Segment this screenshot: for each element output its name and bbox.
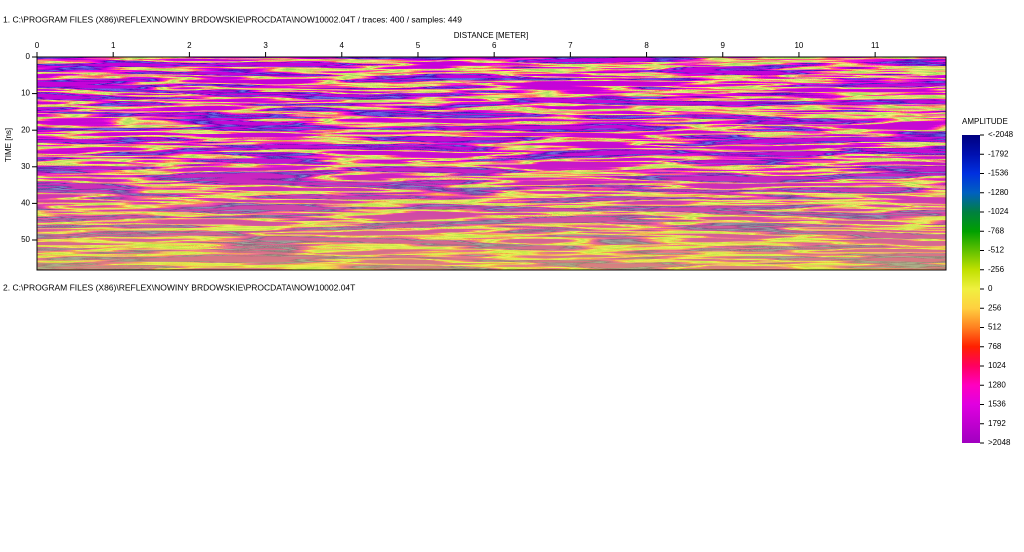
colorbar-tick-label: -1792	[988, 149, 1009, 158]
x-tick-label: 7	[568, 41, 573, 50]
x-tick-label: 11	[871, 41, 880, 50]
x-tick-label: 0	[35, 41, 40, 50]
y-axis-title: TIME [ns]	[4, 128, 13, 162]
x-tick-label: 10	[794, 41, 803, 50]
colorbar-tick-label: 1024	[988, 361, 1006, 370]
colorbar-tick-label: -256	[988, 265, 1005, 274]
x-tick-label: 4	[340, 41, 345, 50]
y-tick-label: 30	[21, 162, 30, 171]
y-tick-label: 10	[21, 89, 30, 98]
colorbar-tick-label: 1536	[988, 400, 1006, 409]
colorbar-tick-label: 512	[988, 323, 1002, 332]
x-tick-label: 6	[492, 41, 497, 50]
panel-header: 2. C:\PROGRAM FILES (X86)\REFLEX\NOWINY …	[3, 282, 355, 292]
colorbar-tick-label: <-2048	[988, 130, 1014, 139]
colorbar-tick-label: -1280	[988, 188, 1009, 197]
x-tick-label: 1	[111, 41, 116, 50]
x-tick-label: 8	[644, 41, 649, 50]
y-tick-label: 40	[21, 199, 30, 208]
colorbar	[962, 135, 980, 443]
colorbar-tick-label: 768	[988, 342, 1002, 351]
x-tick-label: 2	[187, 41, 192, 50]
panel-header: 1. C:\PROGRAM FILES (X86)\REFLEX\NOWINY …	[3, 14, 462, 24]
colorbar-tick-label: 0	[988, 284, 993, 293]
y-tick-label: 20	[21, 125, 30, 134]
colorbar-tick-label: 1280	[988, 380, 1006, 389]
colorbar-title: AMPLITUDE	[962, 117, 1008, 126]
colorbar-tick-label: -1536	[988, 169, 1009, 178]
x-axis-title: DISTANCE [METER]	[454, 31, 529, 40]
x-tick-label: 9	[721, 41, 726, 50]
x-tick-label: 3	[263, 41, 268, 50]
x-tick-label: 5	[416, 41, 421, 50]
y-tick-label: 50	[21, 235, 30, 244]
y-tick-label: 0	[26, 52, 31, 61]
colorbar-tick-label: -768	[988, 226, 1005, 235]
colorbar-tick-label: >2048	[988, 438, 1011, 447]
colorbar-tick-label: 256	[988, 303, 1002, 312]
colorbar-tick-label: 1792	[988, 419, 1006, 428]
colorbar-tick-label: -512	[988, 246, 1005, 255]
radargram-shading	[37, 57, 946, 270]
plot-frame	[36, 56, 947, 271]
colorbar-tick-label: -1024	[988, 207, 1009, 216]
